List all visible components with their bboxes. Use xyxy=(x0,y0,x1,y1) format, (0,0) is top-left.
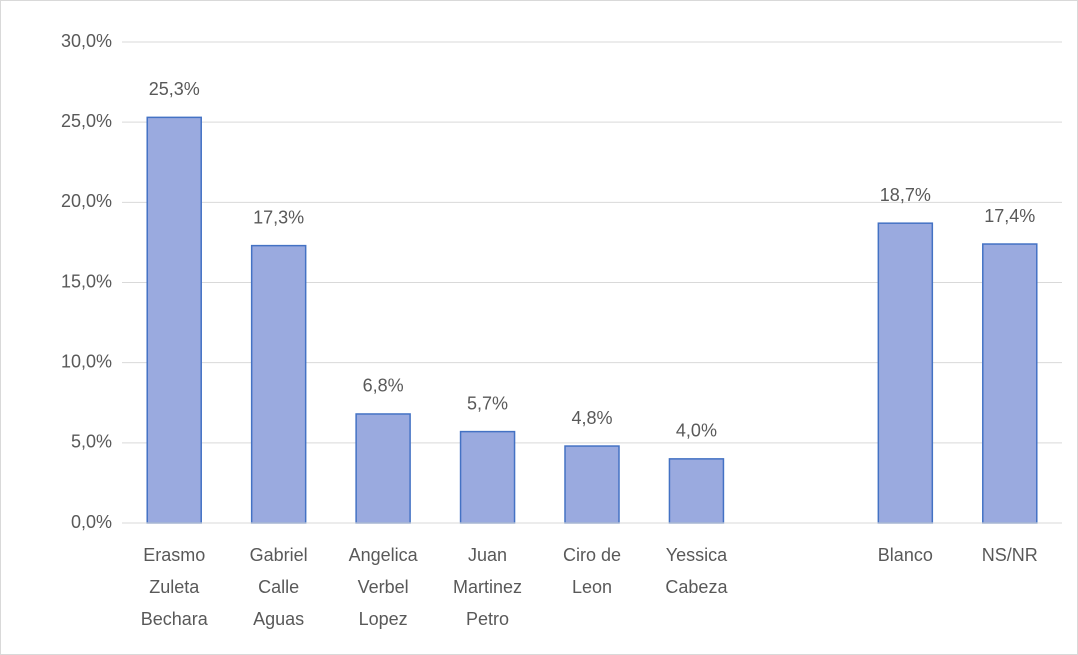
bar xyxy=(877,222,934,524)
value-label: 25,3% xyxy=(149,79,200,99)
bar xyxy=(250,244,307,524)
y-tick-label: 20,0% xyxy=(61,191,112,211)
bar xyxy=(146,116,202,524)
x-tick-label: Blanco xyxy=(878,545,933,565)
y-tick-label: 25,0% xyxy=(61,111,112,131)
y-tick-label: 10,0% xyxy=(61,351,112,371)
x-tick-label: Yessica Cabeza xyxy=(665,545,728,597)
value-label: 18,7% xyxy=(880,185,931,205)
y-tick-label: 0,0% xyxy=(71,512,112,532)
bar xyxy=(355,413,411,524)
y-tick-label: 30,0% xyxy=(61,31,112,51)
bar xyxy=(459,430,516,524)
value-label: 4,0% xyxy=(676,421,717,441)
x-tick-label: Erasmo Zuleta Bechara xyxy=(141,545,209,629)
value-label: 5,7% xyxy=(467,393,508,413)
value-label: 17,3% xyxy=(253,207,304,227)
x-tick-label: NS/NR xyxy=(982,545,1038,565)
value-label: 17,4% xyxy=(984,206,1035,226)
bar xyxy=(668,458,725,524)
x-tick-label: Juan Martinez Petro xyxy=(453,545,522,629)
x-tick-label: Angelica Verbel Lopez xyxy=(349,545,419,629)
bar xyxy=(982,243,1038,524)
value-label: 6,8% xyxy=(363,376,404,396)
x-tick-label: Ciro de Leon xyxy=(563,545,621,597)
y-tick-label: 15,0% xyxy=(61,271,112,291)
bar xyxy=(564,445,620,524)
x-tick-label: Gabriel Calle Aguas xyxy=(250,545,308,629)
y-tick-label: 5,0% xyxy=(71,432,112,452)
value-label: 4,8% xyxy=(571,408,612,428)
